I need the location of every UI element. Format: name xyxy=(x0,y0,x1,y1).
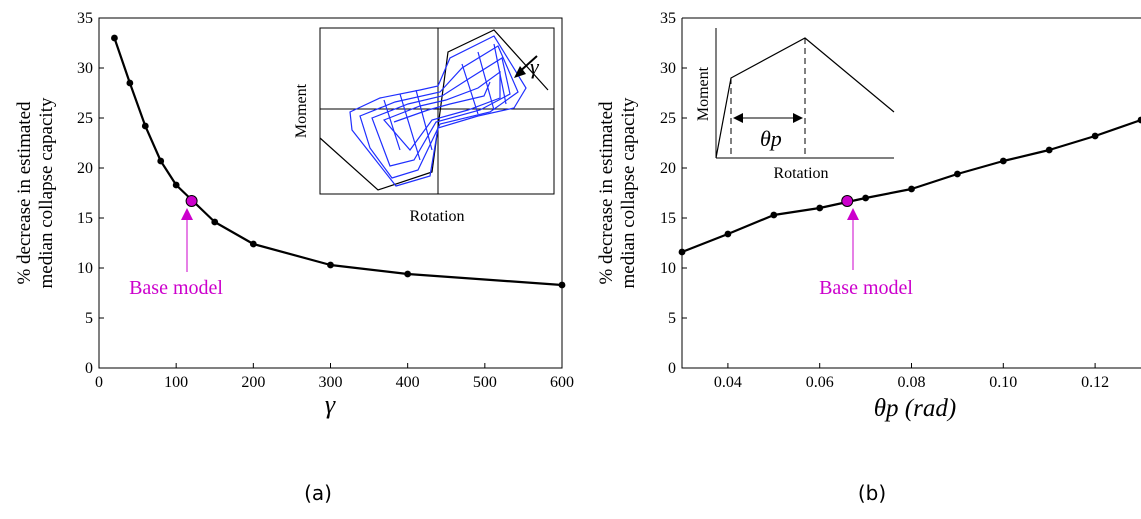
data-point xyxy=(404,270,412,278)
hysteresis-loop-2 xyxy=(359,45,519,179)
y-ticks-b: 0 5 10 15 20 25 30 35 xyxy=(660,10,687,377)
data-point xyxy=(249,240,257,248)
inset-xlabel-b: Rotation xyxy=(773,165,828,182)
data-point xyxy=(211,218,219,226)
y-tick-label: 30 xyxy=(660,60,676,77)
hysteresis-loops xyxy=(349,35,527,187)
y-tick-label: 35 xyxy=(77,10,93,27)
inset-a: γ Rotation Moment xyxy=(293,27,555,225)
series-b xyxy=(678,116,1141,256)
y-axis-label-a-line1: % decrease in estimated xyxy=(14,101,35,285)
x-tick-label: 0.04 xyxy=(714,374,742,391)
base-model-arrow-head-b xyxy=(847,208,859,220)
data-point xyxy=(141,122,149,130)
y-tick-label: 25 xyxy=(660,110,676,127)
base-model-arrow-head-a xyxy=(181,208,193,220)
data-point xyxy=(954,170,961,178)
inset-xlabel-a: Rotation xyxy=(409,208,464,225)
backbone-curve xyxy=(319,29,549,191)
x-tick-label: 0.12 xyxy=(1081,374,1109,391)
data-point xyxy=(1091,132,1099,140)
hysteresis-loop-3 xyxy=(371,57,511,167)
x-tick-label: 100 xyxy=(164,374,188,391)
y-tick-label: 25 xyxy=(77,110,93,127)
panel-label-a: (a) xyxy=(304,481,332,505)
y-axis-label-a-line2: median collapse capacity xyxy=(36,97,57,288)
data-point xyxy=(111,34,118,42)
data-point xyxy=(770,211,778,219)
y-tick-label: 0 xyxy=(668,360,676,377)
y-tick-label: 20 xyxy=(77,160,93,177)
y-axis-label-b-line2: median collapse capacity xyxy=(618,97,639,288)
gamma-arrow-head xyxy=(514,66,526,78)
base-model-marker xyxy=(841,195,854,207)
hysteresis-loop-4 xyxy=(382,70,501,151)
x-axis-label-a: γ xyxy=(325,390,336,419)
x-tick-label: 0.10 xyxy=(989,374,1017,391)
x-axis-label-b: θp (rad) xyxy=(874,395,956,422)
x-tick-label: 0 xyxy=(95,374,103,391)
data-point xyxy=(126,79,134,87)
x-tick-label: 600 xyxy=(550,374,574,391)
base-model-label-b: Base model xyxy=(819,277,913,299)
backbone-curve-b xyxy=(715,37,895,159)
series-a xyxy=(111,34,566,289)
inset-ylabel-b: Moment xyxy=(695,66,712,121)
data-point xyxy=(724,230,732,238)
x-tick-label: 300 xyxy=(319,374,343,391)
x-ticks-b: 0.04 0.06 0.08 0.10 0.12 xyxy=(714,363,1109,391)
data-point xyxy=(558,281,566,289)
y-ticks-a: 0 5 10 15 20 25 30 35 xyxy=(77,10,104,377)
data-point xyxy=(816,204,824,212)
x-tick-label: 0.06 xyxy=(806,374,834,391)
y-tick-label: 30 xyxy=(77,60,93,77)
data-point xyxy=(327,261,334,269)
theta-p-arrow-right xyxy=(793,113,803,123)
base-model-label-a: Base model xyxy=(129,277,223,299)
theta-p-arrow-left xyxy=(733,113,743,123)
x-tick-label: 200 xyxy=(241,374,265,391)
data-point xyxy=(1137,116,1141,124)
x-ticks-a: 0 100 200 300 400 500 600 xyxy=(95,363,574,391)
plot-frame-b xyxy=(681,18,1141,369)
data-point xyxy=(172,181,180,189)
inset-b: θp Rotation Moment xyxy=(695,28,895,182)
y-tick-label: 35 xyxy=(660,10,676,27)
y-tick-label: 15 xyxy=(660,210,676,227)
inset-ylabel-a: Moment xyxy=(293,83,310,138)
inset-frame-a xyxy=(319,27,555,195)
x-tick-label: 0.08 xyxy=(898,374,926,391)
x-tick-label: 500 xyxy=(473,374,497,391)
data-point xyxy=(908,185,915,193)
hysteresis-loop-outer xyxy=(349,35,527,187)
inset-annotation-b: θp xyxy=(760,126,782,151)
base-model-marker xyxy=(185,195,198,207)
y-tick-label: 10 xyxy=(77,260,93,277)
hysteresis-cross-lines xyxy=(383,43,507,161)
y-tick-label: 10 xyxy=(660,260,676,277)
x-tick-label: 400 xyxy=(396,374,420,391)
y-tick-label: 5 xyxy=(668,310,676,327)
data-point xyxy=(1045,146,1053,154)
data-point xyxy=(678,248,686,256)
y-tick-label: 20 xyxy=(660,160,676,177)
y-tick-label: 0 xyxy=(85,360,93,377)
inset-annotation-a: γ xyxy=(530,54,540,79)
panel-label-b: (b) xyxy=(858,481,886,505)
panel-b: 0 5 10 15 20 25 30 35 0.04 0.06 0.08 0.10 0.12 % de… xyxy=(596,10,1141,505)
data-point xyxy=(157,157,165,165)
y-tick-label: 5 xyxy=(85,310,93,327)
data-point xyxy=(862,194,869,202)
y-axis-label-b-line1: % decrease in estimated xyxy=(596,101,617,285)
y-tick-label: 15 xyxy=(77,210,93,227)
panel-a: 0 5 10 15 20 25 30 35 0 100 200 300 400 500 600 % dec… xyxy=(14,10,574,505)
data-point xyxy=(999,157,1007,165)
